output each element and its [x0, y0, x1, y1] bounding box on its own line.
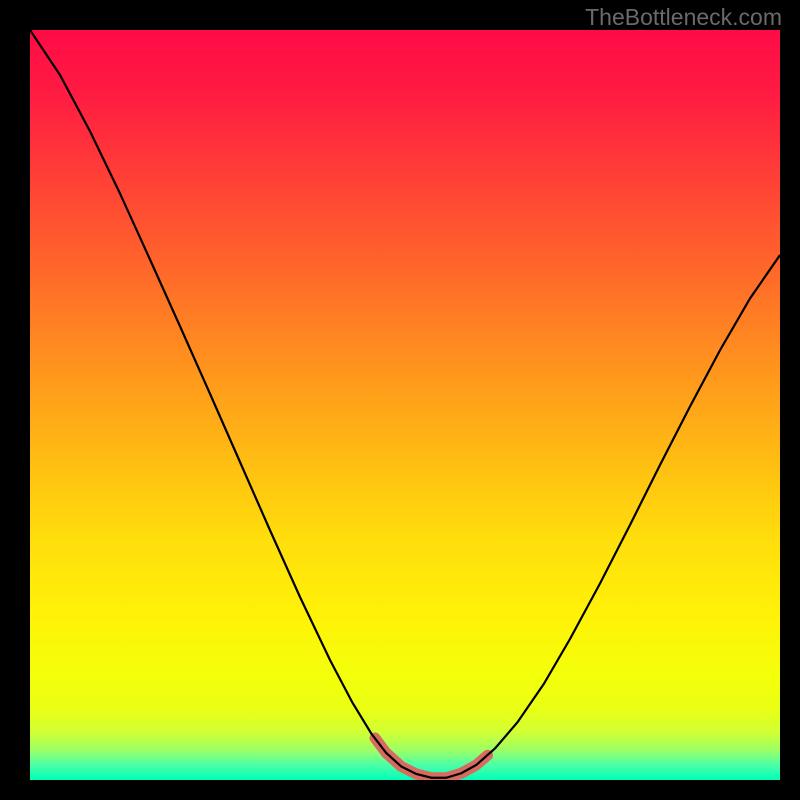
watermark-text: TheBottleneck.com — [585, 4, 782, 31]
plot-area — [30, 30, 780, 780]
bottleneck-curve — [30, 30, 780, 778]
curve-layer — [30, 30, 780, 780]
chart-container: TheBottleneck.com — [0, 0, 800, 800]
